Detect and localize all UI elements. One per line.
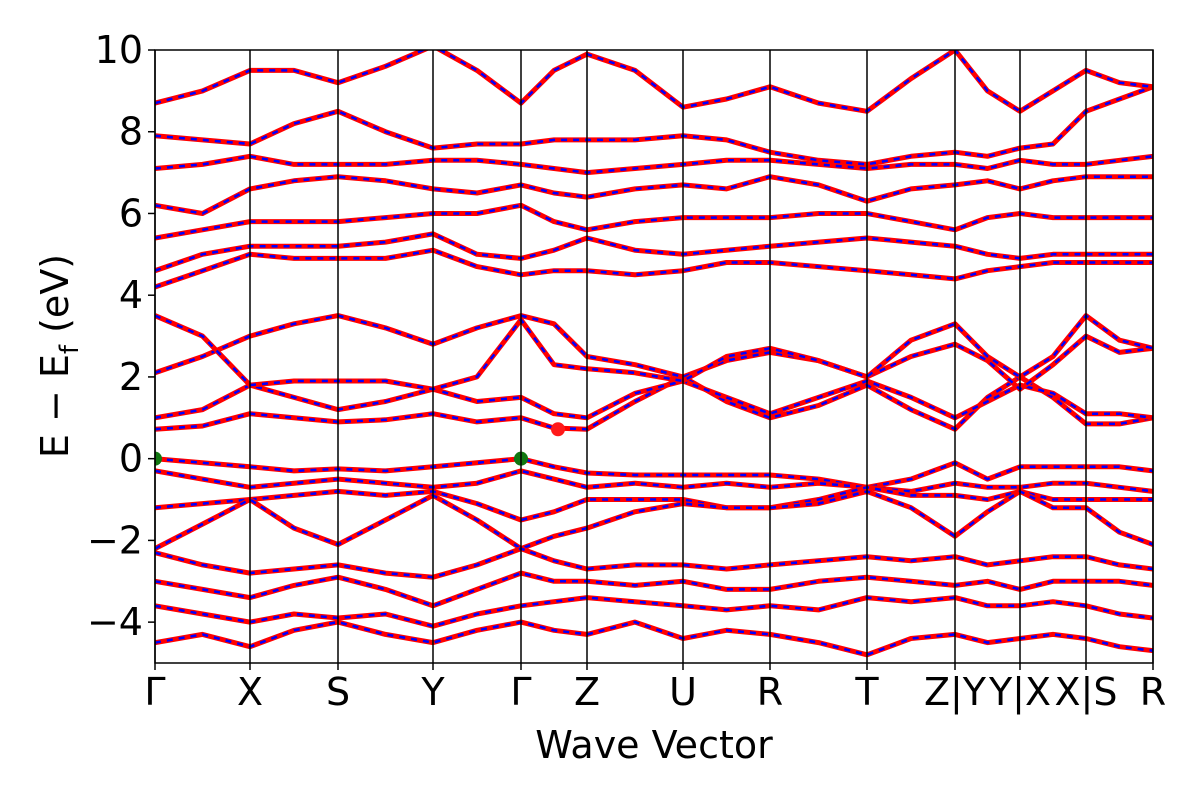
x-tick-label: R (1140, 670, 1166, 714)
band-line (155, 374, 1153, 432)
extremum-marker (155, 451, 162, 466)
band-line (155, 595, 1153, 629)
x-tick-label: Y|X (988, 670, 1051, 715)
y-tick-label: 6 (119, 191, 143, 235)
y-tick-label: −2 (87, 518, 143, 562)
x-tick-label: Z (574, 670, 600, 714)
y-tick-label: 0 (119, 437, 143, 481)
band-line (155, 619, 1153, 658)
x-tick-label: Γ (510, 670, 531, 714)
x-tick-label: R (757, 670, 783, 714)
y-axis-label-unit: (eV) (33, 254, 77, 345)
x-tick-label: X (237, 670, 263, 714)
x-tick-label: S (326, 670, 350, 714)
x-tick-label: X|S (1055, 670, 1118, 715)
band-line-dashed (155, 50, 1153, 113)
x-tick-label: Γ (144, 670, 165, 714)
band-line (155, 546, 1153, 580)
y-axis-label-main: E − E (33, 354, 77, 458)
y-tick-label: −4 (87, 600, 143, 644)
y-axis-label: E − Ef (eV) (33, 254, 85, 458)
y-tick-label: 10 (95, 28, 143, 72)
y-tick-label: 8 (119, 110, 143, 154)
band-line (155, 174, 1153, 216)
band-line (155, 202, 1153, 241)
y-tick-label: 2 (119, 355, 143, 399)
y-tick-label: 4 (119, 273, 143, 317)
band-line (155, 231, 1153, 274)
x-tick-label: Z|Y (924, 670, 987, 715)
x-tick-label: Y (420, 670, 445, 714)
band-line (155, 313, 1153, 392)
band-layer (155, 50, 1153, 658)
extremum-marker (551, 422, 565, 437)
x-axis-label: Wave Vector (535, 723, 773, 767)
y-axis-label-sub: f (55, 344, 85, 354)
x-tick-label: U (669, 670, 697, 714)
x-tick-label: T (854, 670, 879, 714)
plot-frame (154, 49, 1154, 664)
